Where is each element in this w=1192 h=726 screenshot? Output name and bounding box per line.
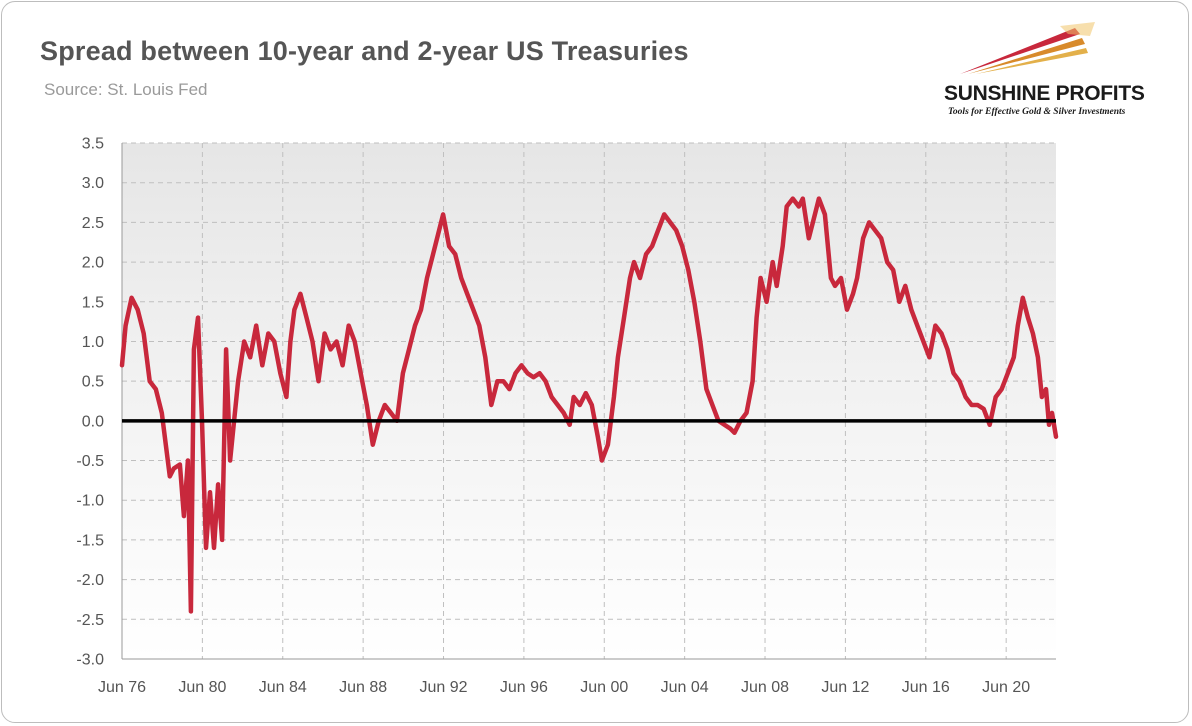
series-layer: [119, 196, 1059, 614]
x-tick-label: Jun 96: [500, 679, 548, 696]
y-tick-label: 3.5: [82, 136, 104, 153]
x-tick-label: Jun 76: [98, 679, 146, 696]
logo-tagline: Tools for Effective Gold & Silver Invest…: [948, 107, 1126, 117]
y-tick-label: -3.0: [76, 652, 104, 669]
axes: [121, 143, 1056, 660]
y-tick-label: 2.5: [82, 215, 104, 232]
x-tick-label: Jun 88: [339, 679, 387, 696]
y-tick-label: -2.0: [76, 572, 104, 589]
x-tick-label: Jun 04: [661, 679, 709, 696]
y-tick-label: 1.5: [82, 294, 104, 311]
y-tick-label: 0.5: [82, 374, 104, 391]
tick-labels: 3.5 3.0 2.5 2.0 1.5 1.0 0.5 0.0 -0.5 -1.0 -1.5 -2.0…: [76, 136, 1030, 697]
x-tick-label: Jun 80: [178, 679, 226, 696]
y-tick-label: 0.0: [82, 413, 104, 430]
x-tick-label: Jun 84: [259, 679, 307, 696]
x-tick-label: Jun 08: [741, 679, 789, 696]
y-tick-label: 3.0: [82, 175, 104, 192]
sunshine-profits-logo: SUNSHINE PROFITS Tools for Effective Gol…: [930, 20, 1180, 120]
chart-title: Spread between 10-year and 2-year US Tre…: [40, 36, 689, 66]
y-tick-label: -0.5: [76, 453, 104, 470]
y-tick-label: -1.0: [76, 493, 104, 510]
logo-name: SUNSHINE PROFITS: [944, 82, 1145, 105]
y-tick-label: -1.5: [76, 532, 104, 549]
y-tick-label: 1.0: [82, 334, 104, 351]
x-tick-label: Jun 12: [821, 679, 869, 696]
x-tick-label: Jun 16: [902, 679, 950, 696]
spread-series-line: [119, 196, 1059, 614]
y-tick-label: -2.5: [76, 612, 104, 629]
logo-rays-icon: [960, 22, 1095, 74]
x-tick-label: Jun 00: [580, 679, 628, 696]
x-tick-label: Jun 20: [982, 679, 1030, 696]
x-tick-label: Jun 92: [419, 679, 467, 696]
y-tick-label: 2.0: [82, 255, 104, 272]
chart-source: Source: St. Louis Fed: [44, 80, 208, 99]
